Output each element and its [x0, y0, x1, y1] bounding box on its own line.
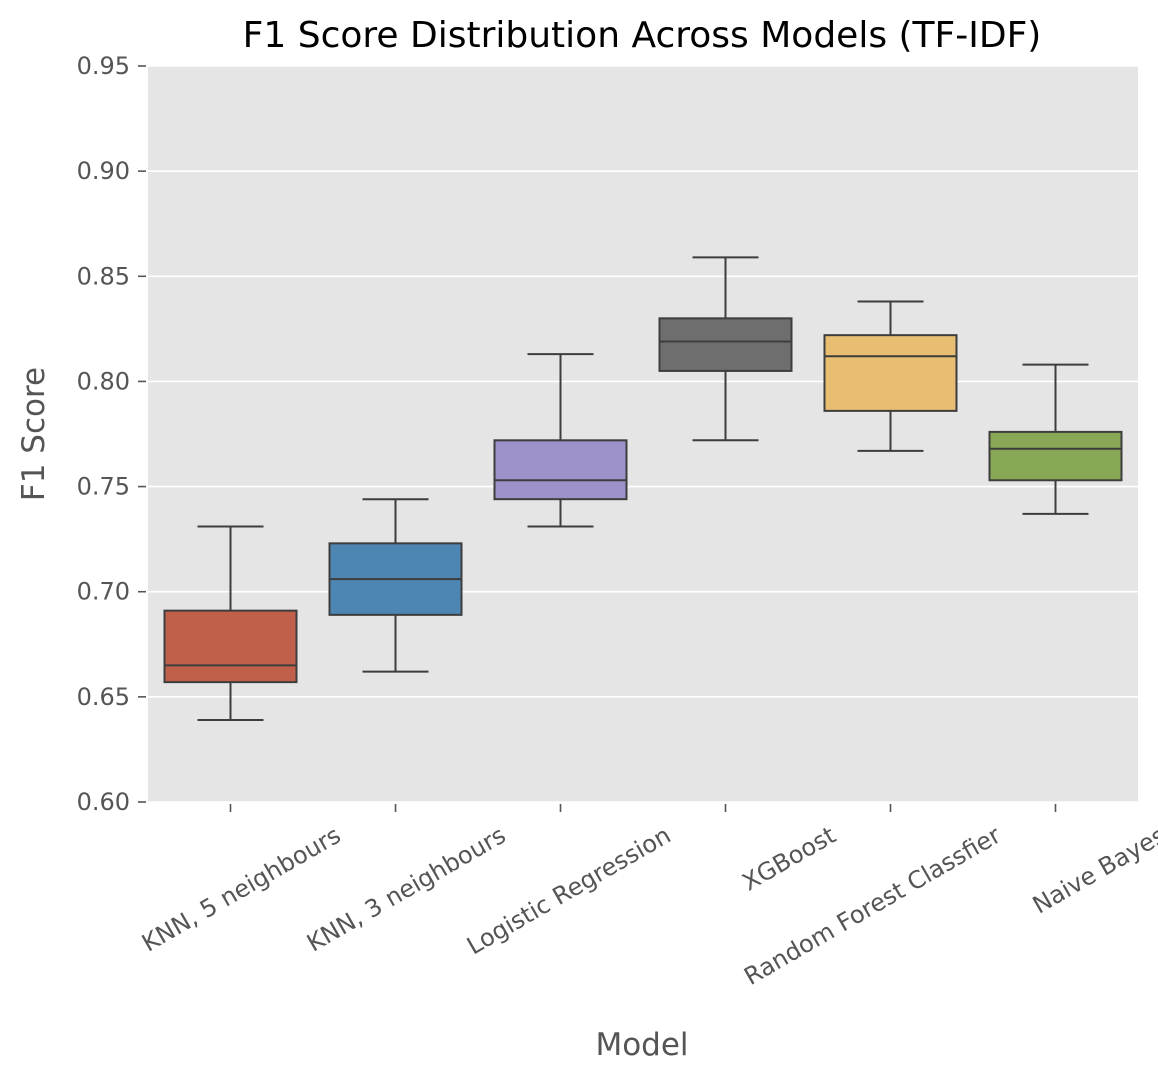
iqr-box	[163, 609, 298, 684]
box-4	[658, 256, 793, 442]
box-2	[328, 498, 463, 673]
y-tick-label: 0.65	[77, 683, 130, 711]
y-axis-label: F1 Score	[16, 367, 52, 501]
y-tick-label: 0.95	[77, 52, 130, 80]
y-tick-label: 0.85	[77, 262, 130, 290]
x-tick-label: XGBoost	[737, 821, 840, 897]
x-axis-label: Model	[595, 1027, 688, 1063]
box-5	[823, 300, 958, 452]
iqr-box	[493, 439, 628, 501]
x-tick-label: Naive Bayes	[1028, 821, 1158, 920]
x-tick-label: Random Forest Classfier	[739, 821, 1005, 991]
y-tick-label: 0.70	[77, 578, 130, 606]
y-tick-label: 0.80	[77, 367, 130, 395]
y-tick-label: 0.90	[77, 157, 130, 185]
y-tick-label: 0.60	[77, 788, 130, 816]
box-series	[163, 256, 1123, 721]
box-3	[493, 353, 628, 528]
y-axis-ticks: 0.60 0.65 0.70 0.75 0.80 0.85 0.90 0.95	[77, 52, 146, 816]
box-6	[988, 363, 1123, 515]
y-tick-label: 0.75	[77, 473, 130, 501]
iqr-box	[988, 430, 1123, 482]
grid-lines	[148, 65, 1138, 803]
iqr-box	[658, 317, 793, 372]
box-1	[163, 525, 298, 721]
iqr-box	[823, 334, 958, 412]
chart-title: F1 Score Distribution Across Models (TF-…	[243, 15, 1042, 56]
plot-area	[148, 66, 1138, 802]
